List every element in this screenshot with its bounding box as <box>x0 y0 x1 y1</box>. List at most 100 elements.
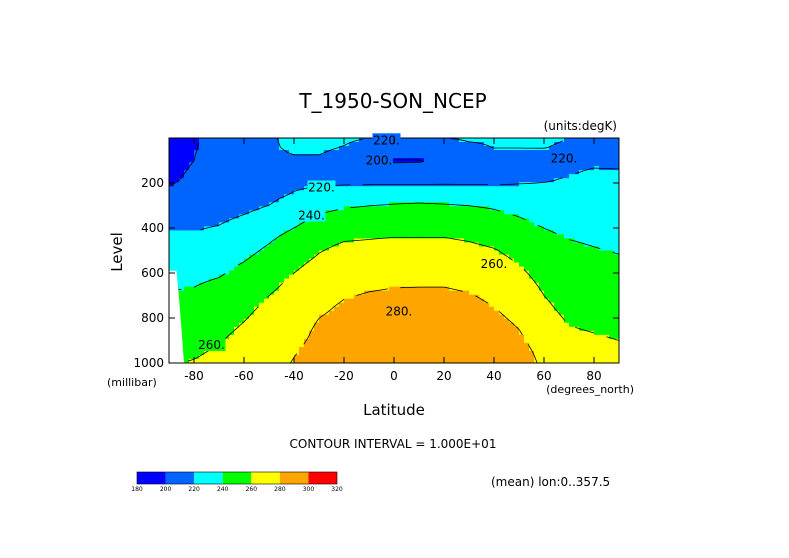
field-cell <box>564 302 570 308</box>
field-cell <box>424 138 430 143</box>
field-cell <box>494 166 500 171</box>
field-cell <box>204 270 210 276</box>
field-cell <box>339 330 345 336</box>
field-cell <box>229 298 235 304</box>
field-cell <box>284 226 290 232</box>
field-cell <box>434 194 440 199</box>
field-cell <box>239 258 245 264</box>
field-cell <box>459 158 465 163</box>
field-cell <box>199 326 205 332</box>
field-cell <box>434 338 440 344</box>
field-cell <box>304 282 310 288</box>
field-cell <box>449 222 455 227</box>
field-cell <box>574 198 580 203</box>
field-cell <box>369 222 375 227</box>
field-cell <box>264 318 270 324</box>
field-cell <box>294 158 300 163</box>
field-cell <box>199 182 205 187</box>
field-cell <box>409 218 415 223</box>
field-cell <box>579 162 585 167</box>
field-cell <box>559 338 565 344</box>
field-cell <box>509 266 515 272</box>
field-cell <box>239 254 245 260</box>
field-cell <box>189 350 195 356</box>
field-cell <box>299 138 305 143</box>
field-cell <box>524 290 530 296</box>
field-cell <box>559 334 565 340</box>
field-cell <box>469 334 475 340</box>
field-cell <box>344 226 350 232</box>
field-cell <box>209 222 215 227</box>
field-cell <box>274 162 280 167</box>
field-cell <box>439 338 445 344</box>
field-cell <box>529 254 535 260</box>
field-cell <box>609 138 615 143</box>
field-cell <box>529 234 535 240</box>
field-cell <box>294 350 300 356</box>
field-cell <box>374 222 380 227</box>
field-cell <box>174 154 180 159</box>
field-cell <box>504 210 510 215</box>
field-cell <box>374 274 380 280</box>
field-cell <box>609 158 615 163</box>
field-cell <box>239 314 245 320</box>
field-cell <box>594 258 600 264</box>
field-cell <box>244 174 250 179</box>
field-cell <box>499 302 505 308</box>
field-cell <box>514 194 520 199</box>
field-cell <box>309 342 315 348</box>
field-cell <box>399 234 405 240</box>
field-cell <box>309 350 315 356</box>
field-cell <box>169 262 175 268</box>
field-cell <box>394 186 400 191</box>
field-cell <box>344 198 350 203</box>
field-cell <box>424 274 430 280</box>
field-cell <box>459 198 465 203</box>
field-cell <box>554 162 560 167</box>
field-cell <box>204 186 210 191</box>
field-cell <box>554 310 560 316</box>
field-cell <box>259 270 265 276</box>
field-cell <box>529 342 535 348</box>
field-cell <box>409 162 415 167</box>
field-cell <box>609 218 615 223</box>
field-cell <box>179 278 185 284</box>
field-cell <box>269 162 275 167</box>
field-cell <box>274 314 280 320</box>
field-cell <box>379 310 385 316</box>
field-cell <box>384 326 390 332</box>
field-cell <box>309 330 315 336</box>
field-cell <box>579 214 585 219</box>
field-cell <box>239 142 245 147</box>
field-cell <box>469 198 475 203</box>
field-cell <box>559 354 565 360</box>
field-cell <box>374 218 380 223</box>
field-cell <box>219 238 225 244</box>
field-cell <box>309 270 315 276</box>
field-cell <box>264 214 270 219</box>
field-cell <box>294 194 300 199</box>
field-cell <box>519 174 525 179</box>
field-cell <box>339 262 345 268</box>
field-cell <box>194 190 200 195</box>
field-cell <box>179 230 185 236</box>
field-cell <box>324 278 330 284</box>
field-cell <box>374 346 380 352</box>
field-cell <box>414 242 420 248</box>
field-cell <box>339 270 345 276</box>
field-cell <box>379 174 385 179</box>
field-cell <box>264 258 270 264</box>
field-cell <box>344 342 350 348</box>
field-cell <box>309 166 315 171</box>
field-cell <box>394 350 400 356</box>
field-cell <box>499 190 505 195</box>
field-cell <box>294 198 300 203</box>
field-cell <box>354 210 360 215</box>
field-cell <box>354 206 360 211</box>
field-cell <box>279 226 285 232</box>
field-cell <box>514 166 520 171</box>
field-cell <box>209 158 215 163</box>
field-cell <box>474 218 480 223</box>
field-cell <box>229 278 235 284</box>
field-cell <box>449 230 455 236</box>
